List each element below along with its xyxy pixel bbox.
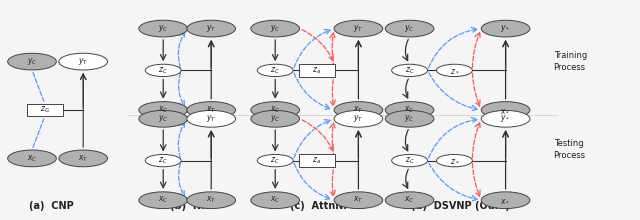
Circle shape <box>8 150 56 167</box>
Text: $z_C$: $z_C$ <box>158 65 168 76</box>
Circle shape <box>392 64 428 77</box>
Text: $y_C$: $y_C$ <box>404 113 415 124</box>
Circle shape <box>251 102 300 118</box>
Circle shape <box>385 192 434 209</box>
Circle shape <box>334 110 383 127</box>
Circle shape <box>334 192 383 209</box>
Text: Training
Process: Training Process <box>554 51 587 72</box>
Text: $z_*$: $z_*$ <box>450 156 459 165</box>
FancyBboxPatch shape <box>299 64 335 77</box>
FancyBboxPatch shape <box>299 154 335 167</box>
Text: $x_C$: $x_C$ <box>404 195 415 205</box>
Text: $x_T$: $x_T$ <box>206 195 216 205</box>
Text: $y_C$: $y_C$ <box>158 113 168 124</box>
Circle shape <box>481 20 530 37</box>
Text: $y_C$: $y_C$ <box>27 56 37 67</box>
Circle shape <box>257 154 293 167</box>
Text: $x_C$: $x_C$ <box>158 105 168 115</box>
Circle shape <box>481 110 530 127</box>
Circle shape <box>139 102 188 118</box>
Circle shape <box>145 64 181 77</box>
Text: $x_C$: $x_C$ <box>270 195 280 205</box>
Text: $z_C$: $z_C$ <box>270 65 280 76</box>
Circle shape <box>8 53 56 70</box>
Circle shape <box>392 154 428 167</box>
Circle shape <box>187 20 236 37</box>
Text: $x_T$: $x_T$ <box>78 153 88 164</box>
Text: $y_*$: $y_*$ <box>500 113 511 124</box>
Text: $z_C$: $z_C$ <box>404 155 415 166</box>
Circle shape <box>334 20 383 37</box>
Circle shape <box>436 64 472 77</box>
Circle shape <box>139 20 188 37</box>
Circle shape <box>59 150 108 167</box>
Text: $y_T$: $y_T$ <box>353 113 364 124</box>
Text: $y_C$: $y_C$ <box>158 23 168 34</box>
Text: $z_C$: $z_C$ <box>404 65 415 76</box>
Circle shape <box>436 154 472 167</box>
Text: $y_T$: $y_T$ <box>206 113 216 124</box>
Text: Testing
Process: Testing Process <box>554 139 586 160</box>
Text: $y_C$: $y_C$ <box>270 23 280 34</box>
Circle shape <box>251 20 300 37</box>
Text: $y_T$: $y_T$ <box>353 23 364 34</box>
Circle shape <box>187 102 236 118</box>
Circle shape <box>187 192 236 209</box>
Circle shape <box>145 154 181 167</box>
Circle shape <box>139 192 188 209</box>
Text: (a)  CNP: (a) CNP <box>29 201 74 211</box>
Circle shape <box>251 110 300 127</box>
Text: $y_T$: $y_T$ <box>78 56 88 67</box>
FancyBboxPatch shape <box>27 104 63 116</box>
Text: $x_*$: $x_*$ <box>500 196 511 205</box>
Text: $y_C$: $y_C$ <box>270 113 280 124</box>
Circle shape <box>334 102 383 118</box>
Text: $z_a$: $z_a$ <box>312 65 321 76</box>
Text: $z_G$: $z_G$ <box>40 105 50 115</box>
Circle shape <box>481 192 530 209</box>
Circle shape <box>139 110 188 127</box>
Text: $z_C$: $z_C$ <box>158 155 168 166</box>
Text: $x_C$: $x_C$ <box>158 195 168 205</box>
Text: $x_T$: $x_T$ <box>353 195 364 205</box>
Circle shape <box>59 53 108 70</box>
Circle shape <box>251 192 300 209</box>
Text: $x_T$: $x_T$ <box>353 105 364 115</box>
Circle shape <box>187 110 236 127</box>
Text: $x_T$: $x_T$ <box>206 105 216 115</box>
Circle shape <box>385 102 434 118</box>
Text: $x_C$: $x_C$ <box>270 105 280 115</box>
Circle shape <box>481 102 530 118</box>
Text: $x_*$: $x_*$ <box>500 106 511 114</box>
Text: $z_C$: $z_C$ <box>270 155 280 166</box>
Text: $y_T$: $y_T$ <box>206 23 216 34</box>
Text: $x_C$: $x_C$ <box>404 105 415 115</box>
Text: $z_a$: $z_a$ <box>312 155 321 166</box>
Circle shape <box>385 20 434 37</box>
Text: $z_*$: $z_*$ <box>450 66 459 75</box>
Text: (c)  AttnNP: (c) AttnNP <box>290 201 350 211</box>
Text: $y_C$: $y_C$ <box>404 23 415 34</box>
Text: (b)  NP: (b) NP <box>170 201 208 211</box>
Circle shape <box>257 64 293 77</box>
Text: $x_C$: $x_C$ <box>27 153 37 164</box>
Text: (d)  DSVNP (Ours): (d) DSVNP (Ours) <box>412 201 510 211</box>
Circle shape <box>385 110 434 127</box>
Text: $y_*$: $y_*$ <box>500 23 511 34</box>
